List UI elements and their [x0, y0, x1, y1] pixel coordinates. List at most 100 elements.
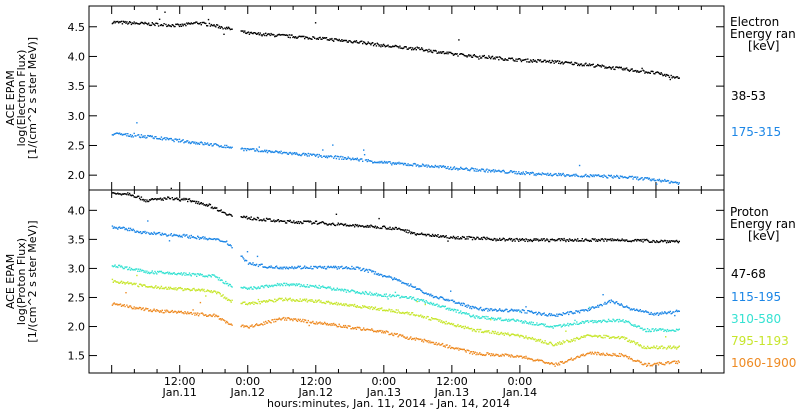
data-point — [169, 198, 172, 200]
data-point — [424, 165, 426, 167]
data-point — [216, 315, 219, 318]
data-point — [424, 302, 426, 304]
data-point — [475, 307, 477, 309]
data-point — [452, 301, 455, 303]
data-point — [128, 305, 131, 307]
data-point — [145, 22, 147, 24]
data-point — [654, 362, 656, 365]
data-point — [357, 42, 359, 44]
data-point — [222, 281, 224, 284]
data-point — [539, 313, 542, 315]
data-point — [659, 347, 661, 349]
data-point — [454, 168, 456, 170]
data-point — [197, 315, 200, 317]
data-point — [226, 214, 228, 216]
data-point — [294, 222, 297, 224]
data-point — [318, 37, 320, 39]
data-point — [584, 238, 586, 241]
data-point — [369, 160, 371, 162]
data-point — [568, 175, 571, 177]
data-point — [114, 264, 116, 266]
data-point — [627, 340, 630, 343]
data-point — [543, 173, 545, 175]
data-point — [451, 323, 454, 326]
data-point — [609, 238, 612, 240]
data-point — [216, 238, 219, 240]
data-point — [362, 42, 364, 45]
data-point — [221, 146, 223, 148]
data-point — [473, 307, 475, 309]
data-point — [442, 235, 445, 237]
data-point — [253, 286, 255, 288]
data-point — [168, 197, 171, 200]
data-point — [299, 265, 301, 267]
data-point — [663, 240, 665, 242]
data-point — [624, 354, 626, 357]
data-point — [551, 175, 553, 177]
data-point — [205, 143, 207, 145]
data-point — [552, 174, 554, 176]
data-point — [159, 138, 162, 140]
data-point — [183, 142, 185, 144]
data-point — [229, 283, 231, 286]
data-point — [499, 171, 502, 173]
data-point — [211, 274, 213, 276]
data-point — [123, 133, 125, 135]
data-point — [329, 286, 331, 288]
data-point — [168, 311, 171, 314]
data-point — [656, 240, 658, 242]
data-point — [271, 284, 273, 287]
data-point — [603, 303, 605, 305]
data-point — [294, 284, 297, 287]
data-point — [289, 219, 291, 222]
data-point — [240, 148, 242, 150]
data-point — [218, 318, 221, 320]
data-point — [392, 334, 394, 336]
data-point — [672, 311, 674, 313]
data-point — [409, 337, 411, 339]
data-point — [517, 172, 519, 175]
data-point — [361, 292, 363, 295]
data-point — [276, 318, 279, 321]
data-point — [136, 230, 138, 232]
data-point — [362, 225, 364, 227]
data-point — [541, 239, 544, 242]
data-point — [591, 238, 593, 240]
data-point — [483, 309, 485, 312]
data-point — [521, 335, 524, 337]
data-point — [268, 320, 270, 323]
data-point — [641, 177, 643, 179]
data-point — [333, 287, 335, 289]
data-point — [382, 225, 385, 227]
data-point — [667, 74, 670, 77]
data-point — [293, 299, 295, 301]
xtick-time-label: 12:00 — [300, 375, 332, 388]
data-point — [120, 305, 123, 307]
data-point — [624, 306, 626, 308]
data-point — [643, 345, 645, 348]
data-point — [413, 162, 416, 165]
data-point — [576, 356, 578, 358]
data-point — [421, 233, 424, 236]
data-point — [501, 333, 504, 335]
data-point — [142, 269, 144, 272]
data-point — [353, 267, 355, 269]
data-point — [279, 266, 281, 269]
data-point — [320, 38, 322, 40]
data-point — [592, 63, 594, 65]
data-point — [355, 224, 358, 227]
data-point — [277, 267, 280, 270]
data-point — [330, 301, 332, 304]
data-point — [447, 53, 449, 55]
data-point — [675, 309, 678, 311]
data-point — [389, 309, 391, 311]
data-point — [532, 312, 534, 314]
data-point — [212, 207, 214, 210]
data-point — [547, 239, 549, 241]
data-point — [124, 193, 126, 195]
data-point — [531, 311, 534, 313]
data-point — [313, 322, 315, 325]
data-point — [125, 266, 127, 269]
data-point — [647, 347, 650, 349]
data-point — [540, 341, 543, 344]
